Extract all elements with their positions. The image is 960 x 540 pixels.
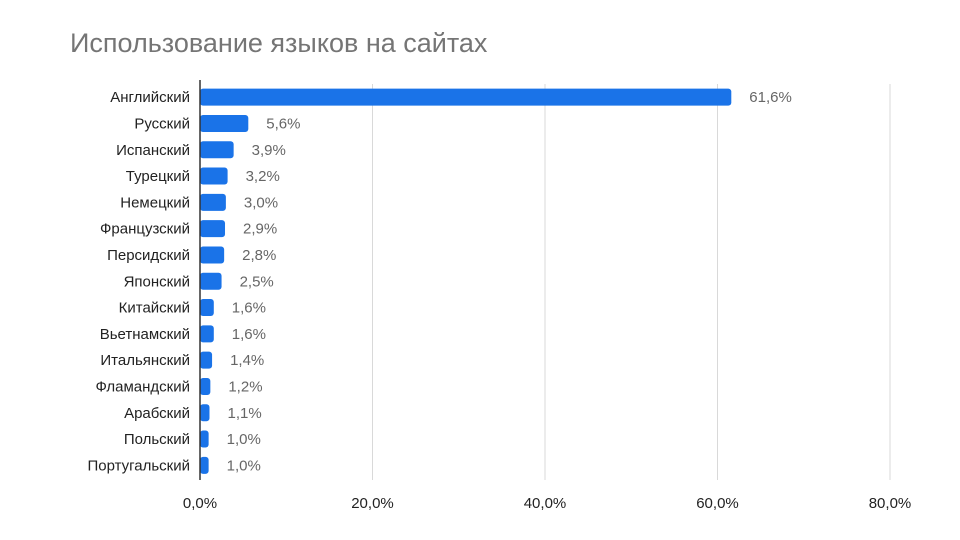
bar (200, 430, 209, 448)
bar (200, 456, 209, 474)
x-tick-label: 0,0% (183, 495, 217, 512)
bar (200, 141, 234, 159)
category-label: Испанский (116, 142, 190, 159)
bar (200, 325, 214, 343)
bar (200, 220, 226, 238)
category-label: Персидский (107, 247, 190, 264)
category-label: Португальский (87, 457, 190, 474)
value-label: 3,9% (252, 142, 286, 159)
category-label: Фламандский (95, 378, 190, 395)
value-label: 1,1% (227, 405, 261, 422)
value-label: 1,4% (230, 352, 264, 369)
value-label: 1,0% (227, 457, 261, 474)
value-label: 5,6% (266, 115, 300, 132)
value-label: 1,6% (232, 326, 266, 343)
x-tick-label: 80,0% (869, 495, 912, 512)
bar (200, 377, 211, 395)
bars (200, 88, 732, 474)
category-label: Турецкий (126, 168, 190, 185)
value-label: 2,9% (243, 221, 277, 238)
category-label: Китайский (119, 300, 190, 317)
bar (200, 88, 732, 106)
bar (200, 246, 225, 264)
value-label: 1,6% (232, 300, 266, 317)
x-tick-label: 20,0% (351, 495, 394, 512)
value-label: 3,2% (246, 168, 280, 185)
category-labels: Английский Русский Испанский Турецкий Немецк… (87, 89, 190, 474)
value-label: 1,0% (227, 431, 261, 448)
x-tick-labels: 0,0% 20,0% 40,0% 60,0% 80,0% (183, 495, 911, 512)
value-label: 3,0% (244, 194, 278, 211)
bar (200, 272, 222, 290)
category-label: Польский (124, 431, 190, 448)
bar (200, 404, 210, 422)
value-label: 61,6% (749, 89, 792, 106)
bar (200, 351, 213, 369)
category-label: Французский (100, 221, 190, 238)
bar (200, 299, 214, 317)
category-label: Немецкий (120, 194, 190, 211)
category-label: Русский (134, 115, 190, 132)
bar (200, 167, 228, 185)
bar (200, 114, 249, 132)
value-label: 2,5% (240, 273, 274, 290)
bar (200, 193, 226, 211)
value-label: 1,2% (228, 378, 262, 395)
category-label: Английский (110, 89, 190, 106)
category-label: Арабский (124, 405, 190, 422)
value-labels: 61,6% 5,6% 3,9% 3,2% 3,0% 2,9% 2,8% 2,5% 1,6% 1,6… (227, 89, 792, 474)
gridlines (372, 84, 891, 480)
category-label: Вьетнамский (100, 326, 190, 343)
value-label: 2,8% (242, 247, 276, 264)
chart-title: Использование языков на сайтах (70, 28, 488, 58)
category-label: Итальянский (100, 352, 190, 369)
x-tick-label: 60,0% (696, 495, 739, 512)
x-tick-label: 40,0% (524, 495, 567, 512)
category-label: Японский (124, 273, 190, 290)
